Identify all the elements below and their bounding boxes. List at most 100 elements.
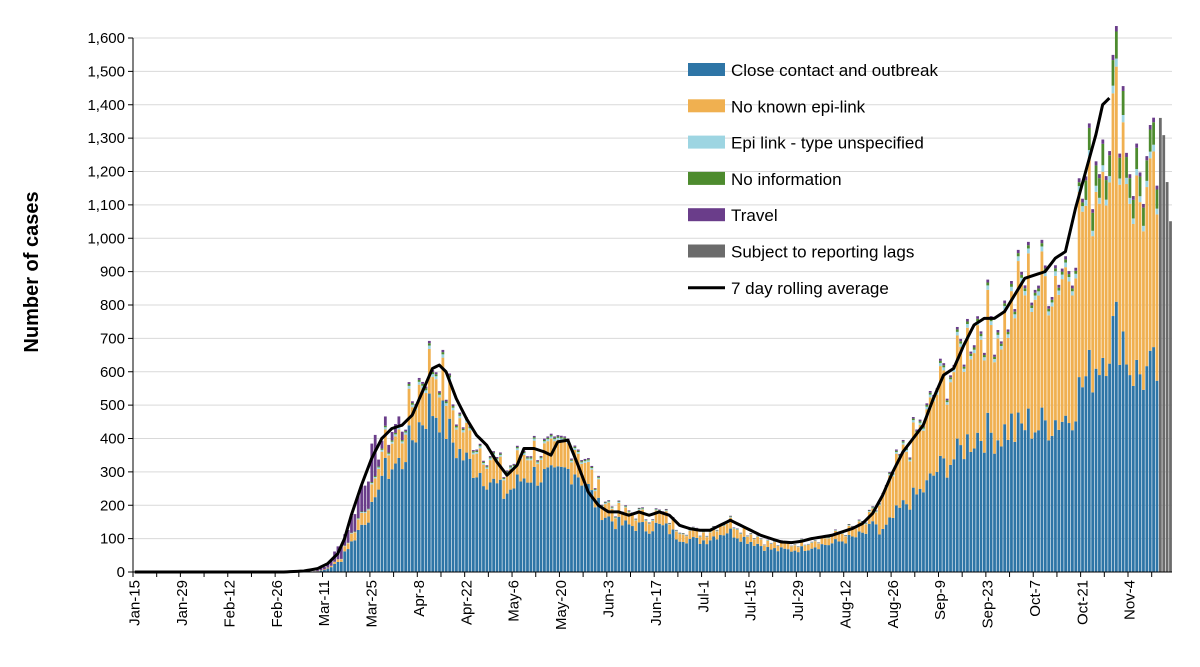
bar-segment xyxy=(746,536,749,537)
legend-label: Travel xyxy=(731,206,778,225)
bar-segment xyxy=(678,541,682,572)
bar-segment xyxy=(614,516,617,518)
bar-segment xyxy=(427,393,431,572)
bar-segment xyxy=(407,425,411,572)
bar-segment xyxy=(387,452,391,454)
bar-segment xyxy=(475,452,479,454)
legend-swatch xyxy=(688,244,725,258)
bar-segment xyxy=(360,524,364,572)
bar-segment xyxy=(949,379,952,383)
bar-segment xyxy=(942,365,946,368)
bar-segment xyxy=(1128,375,1132,572)
bar-segment xyxy=(932,475,935,572)
bar-segment xyxy=(888,475,891,518)
bar-segment xyxy=(471,452,475,455)
bar-segment xyxy=(719,525,722,536)
bar-segment xyxy=(664,523,668,572)
bar-segment xyxy=(471,450,475,452)
bar-segment xyxy=(735,529,739,530)
bar-segment xyxy=(387,455,391,479)
bar-segment xyxy=(377,467,380,469)
bar-segment xyxy=(637,507,641,509)
bar-segment xyxy=(634,518,638,520)
bar-segment xyxy=(1111,60,1115,86)
bar-segment xyxy=(925,409,929,481)
bar-segment xyxy=(756,543,760,572)
bar-segment xyxy=(387,444,391,453)
bar-segment xyxy=(999,341,1003,344)
bar-segment xyxy=(1020,282,1023,424)
bar-segment xyxy=(485,465,489,467)
bar-segment xyxy=(1067,423,1071,572)
bar-segment xyxy=(485,466,489,468)
bar-segment xyxy=(475,477,479,572)
bar-segment xyxy=(675,531,678,540)
bar-segment xyxy=(1101,357,1105,572)
bar-segment xyxy=(979,339,983,441)
bar-segment xyxy=(996,440,1000,572)
bar-segment xyxy=(543,438,546,440)
bar-segment xyxy=(712,527,716,537)
bar-segment xyxy=(519,458,523,482)
bar-segment xyxy=(681,541,685,572)
bar-segment xyxy=(553,467,556,572)
bar-segment xyxy=(915,434,919,495)
bar-segment xyxy=(455,458,458,572)
bar-segment xyxy=(1030,311,1034,439)
bar-segment xyxy=(952,372,956,460)
bar-segment xyxy=(390,469,394,572)
bar-segment xyxy=(570,460,573,463)
bar-segment xyxy=(407,382,411,384)
bar-segment xyxy=(894,449,898,451)
bar-segment xyxy=(1013,309,1017,312)
bar-segment xyxy=(590,469,594,491)
bar-segment xyxy=(1087,123,1091,128)
bar-segment xyxy=(458,448,462,572)
bar-segment xyxy=(803,545,807,551)
bar-segment xyxy=(752,538,756,540)
bar-segment xyxy=(1013,311,1017,315)
bar-segment xyxy=(1057,287,1061,291)
bar-segment xyxy=(942,363,946,366)
bar-segment xyxy=(864,533,868,572)
bar-segment xyxy=(1077,178,1081,183)
legend-label: No known epi-link xyxy=(731,97,866,116)
bar-segment xyxy=(1067,281,1071,424)
bar-segment xyxy=(600,507,604,521)
bar-segment xyxy=(749,534,753,542)
legend-label: No information xyxy=(731,170,842,189)
x-tick-label: Jul-29 xyxy=(790,580,807,621)
bar-segment xyxy=(1108,176,1111,183)
bar-segment xyxy=(1054,265,1057,269)
bar-segment xyxy=(982,355,986,358)
bar-segment xyxy=(1010,281,1013,284)
legend-swatch xyxy=(688,171,725,185)
bar-segment xyxy=(458,414,462,416)
bar-segment xyxy=(370,483,374,485)
bar-segment xyxy=(539,460,543,483)
bar-segment xyxy=(884,524,888,572)
bar-segment xyxy=(478,446,482,449)
bar-segment xyxy=(559,435,563,438)
y-tick-label: 500 xyxy=(100,397,125,414)
bar-segment xyxy=(1050,306,1054,436)
bar-segment xyxy=(874,510,878,511)
bar-segment xyxy=(1040,251,1044,408)
bar-segment xyxy=(394,434,397,437)
bar-segment xyxy=(1111,54,1115,61)
bar-segment xyxy=(1077,191,1081,378)
bar-segment xyxy=(830,536,834,544)
y-tick-label: 1,000 xyxy=(87,230,125,247)
bar-segment xyxy=(461,427,465,429)
bar-segment xyxy=(553,437,556,440)
bar-segment xyxy=(1037,430,1040,572)
bar-segment xyxy=(641,522,644,572)
bar-segment xyxy=(698,543,702,572)
bar-segment xyxy=(397,429,401,458)
bar-segment xyxy=(471,477,475,572)
bar-segment xyxy=(820,537,824,545)
bar-segment xyxy=(400,431,404,441)
bar-segment xyxy=(495,457,499,459)
bar-segment xyxy=(867,510,871,512)
bar-segment xyxy=(1142,203,1145,208)
